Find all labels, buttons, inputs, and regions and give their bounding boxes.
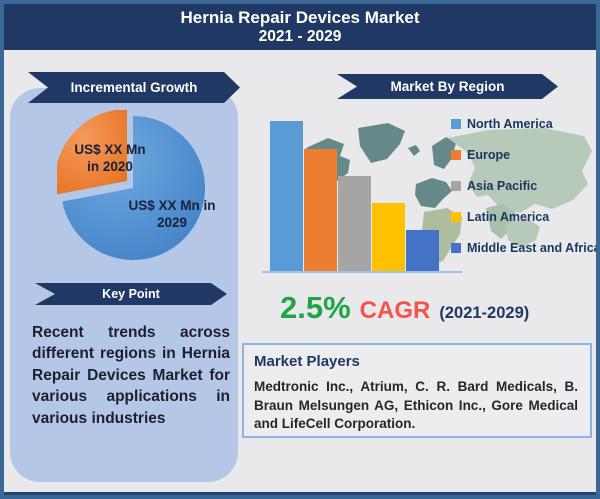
bar-middle-east-and-africa bbox=[406, 230, 439, 271]
cagr-label: CAGR bbox=[359, 297, 431, 324]
pie-slice-2020 bbox=[57, 110, 127, 195]
cagr-period: (2021-2029) bbox=[439, 304, 530, 322]
page-title: Hernia Repair Devices Market bbox=[180, 8, 420, 28]
key-point-label: Key Point bbox=[102, 287, 160, 301]
pie-label-2020-line2: in 2020 bbox=[87, 158, 133, 174]
region-bar-chart bbox=[262, 116, 466, 273]
world-map-background bbox=[306, 123, 592, 264]
legend-swatch-icon bbox=[451, 180, 461, 191]
legend-label: Europe bbox=[467, 147, 511, 162]
legend-swatch-icon bbox=[451, 242, 461, 253]
pie-label-2020: US$ XX Mn in 2020 bbox=[35, 142, 185, 176]
legend-item: North America bbox=[451, 108, 596, 139]
legend-label: Middle East and Africa bbox=[467, 240, 600, 255]
pie-chart bbox=[57, 110, 206, 260]
legend-item: Asia Pacific bbox=[451, 170, 596, 201]
legend-swatch-icon bbox=[451, 118, 461, 129]
legend-item: Europe bbox=[451, 139, 596, 170]
incremental-growth-banner: Incremental Growth bbox=[28, 72, 240, 103]
pie-label-2029: US$ XX Mn in 2029 bbox=[110, 198, 234, 232]
market-by-region-banner: Market By Region bbox=[337, 74, 558, 99]
legend-item: Middle East and Africa bbox=[451, 232, 596, 263]
pie-label-2029-line1: US$ XX Mn in bbox=[128, 198, 216, 213]
cagr-row: 2.5% CAGR (2021-2029) bbox=[280, 290, 529, 326]
bar-latin-america bbox=[372, 203, 405, 271]
legend-swatch-icon bbox=[451, 149, 461, 160]
legend-label: Latin America bbox=[467, 209, 550, 224]
legend-swatch-icon bbox=[451, 211, 461, 222]
key-point-banner: Key Point bbox=[35, 283, 227, 305]
pie-label-2029-line2: 2029 bbox=[156, 214, 188, 230]
bar-europe bbox=[304, 149, 337, 271]
market-players-body: Medtronic Inc., Atrium, C. R. Bard Medic… bbox=[254, 379, 578, 432]
pie-slice-2029 bbox=[62, 116, 206, 260]
cagr-value: 2.5% bbox=[280, 290, 351, 325]
bar-north-america bbox=[270, 121, 303, 271]
key-point-text: Recent trends across different regions i… bbox=[32, 324, 230, 427]
legend-label: Asia Pacific bbox=[467, 178, 538, 193]
header-banner: Hernia Repair Devices Market 2021 - 2029 bbox=[4, 4, 596, 50]
legend-label: North America bbox=[467, 116, 553, 131]
market-by-region-label: Market By Region bbox=[390, 79, 505, 94]
pie-label-2020-line1: US$ XX Mn bbox=[74, 142, 146, 157]
market-players-box: Market Players Medtronic Inc., Atrium, C… bbox=[242, 343, 592, 438]
page-subtitle-years: 2021 - 2029 bbox=[258, 27, 342, 45]
bar-asia-pacific bbox=[338, 176, 371, 271]
region-legend: North America Europe Asia Pacific Latin Ame… bbox=[451, 108, 596, 263]
incremental-growth-label: Incremental Growth bbox=[70, 80, 198, 95]
market-players-heading: Market Players bbox=[254, 353, 360, 370]
legend-item: Latin America bbox=[451, 201, 596, 232]
bar-chart-axis bbox=[262, 271, 462, 273]
